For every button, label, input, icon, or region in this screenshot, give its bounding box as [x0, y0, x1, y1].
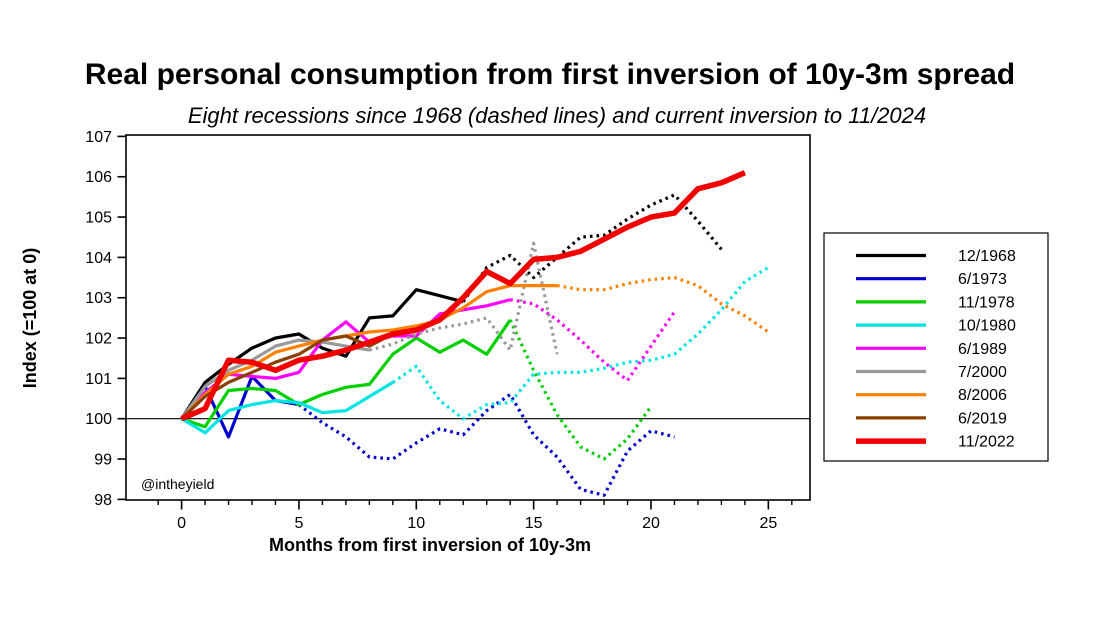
y-tick-label: 103: [85, 290, 112, 307]
x-tick-label: 20: [642, 515, 660, 532]
legend-label: 12/1968: [958, 248, 1016, 265]
x-tick-label: 0: [177, 515, 186, 532]
series-11/1978-dashed: [508, 319, 653, 461]
legend: 12/1968 6/1973 11/1978 10/1980 6/1989 7/2000 8…: [823, 232, 1049, 462]
watermark: @intheyield: [141, 476, 214, 492]
series-10/1980-dashed: [391, 266, 770, 421]
legend-label: 7/2000: [958, 364, 1007, 381]
legend-label: 10/1980: [958, 318, 1016, 335]
series-12/1968-dashed: [461, 193, 723, 303]
x-axis-label: Months from first inversion of 10y-3m: [269, 535, 591, 555]
y-tick-label: 102: [85, 331, 112, 348]
chart-subtitle: Eight recessions since 1968 (dashed line…: [188, 103, 926, 128]
y-tick-label: 100: [85, 411, 112, 428]
plot-border: [125, 134, 811, 501]
y-axis-ticks: 98 99 100 101 102 103 104 105 106 107: [85, 129, 126, 509]
legend-label: 11/1978: [958, 294, 1015, 311]
y-axis-label: Index (=100 at 0): [20, 248, 40, 389]
series-6/1989-dashed: [509, 298, 676, 382]
legend-label: 11/2022: [958, 434, 1015, 451]
legend-rows: 12/1968 6/1973 11/1978 10/1980 6/1989 7/2000 8…: [856, 248, 1016, 451]
series-11/1978-solid: [181, 318, 512, 429]
series-11/2022: [180, 170, 746, 422]
legend-label: 8/2006: [958, 387, 1007, 404]
y-tick-label: 106: [85, 169, 112, 186]
x-axis-ticks: 0 5 10 15 20 25: [157, 500, 793, 532]
x-tick-label: 5: [294, 515, 303, 532]
series-lines: [180, 170, 770, 497]
series-8/2006-dashed: [556, 276, 770, 334]
y-tick-label: 98: [94, 492, 112, 509]
legend-label: 6/2019: [958, 410, 1007, 427]
y-tick-label: 105: [85, 210, 112, 227]
y-tick-label: 107: [85, 129, 112, 146]
series-10/1980-solid: [180, 381, 394, 435]
x-tick-label: 15: [525, 515, 543, 532]
series-8/2006-solid: [180, 284, 558, 420]
y-tick-label: 101: [85, 371, 112, 388]
x-tick-label: 25: [759, 515, 777, 532]
series-7/2000-solid: [180, 338, 370, 420]
y-tick-label: 104: [85, 250, 112, 267]
series-6/1973-dashed: [297, 392, 675, 497]
x-tick-label: 10: [407, 515, 425, 532]
legend-label: 6/1973: [958, 271, 1007, 288]
chart-title: Real personal consumption from first inv…: [85, 58, 1015, 91]
legend-label: 6/1989: [958, 341, 1007, 358]
y-tick-label: 99: [94, 452, 112, 469]
